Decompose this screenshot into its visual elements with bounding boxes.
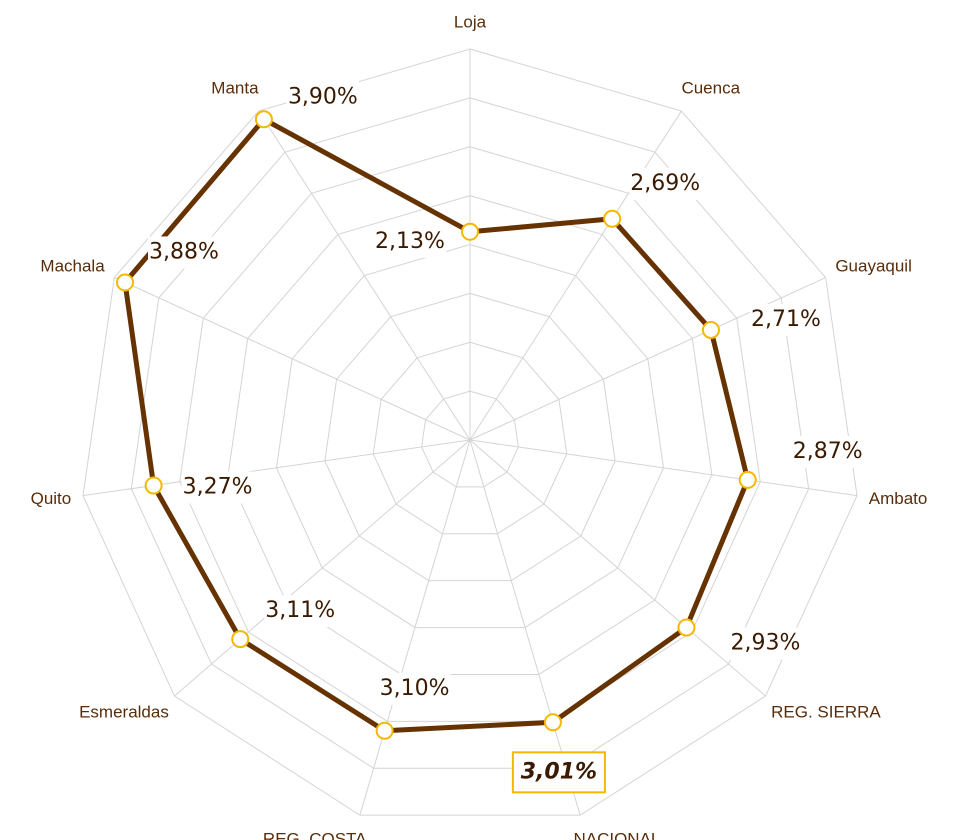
category-label: NACIONAL [573, 830, 660, 840]
marker [231, 630, 250, 649]
category-label: Guayaquil [835, 256, 912, 275]
label-bg [264, 595, 337, 628]
value-label: 3,27% [183, 474, 253, 499]
category-label: Loja [454, 12, 487, 31]
label-bg [378, 672, 451, 705]
marker [375, 721, 394, 740]
marker [116, 273, 135, 292]
grid-ring [179, 146, 761, 722]
grid-ring [372, 341, 568, 535]
category-label: Ambato [869, 489, 928, 508]
label-bg [286, 81, 359, 114]
label-bg [629, 167, 702, 200]
value-label: 3,10% [380, 676, 450, 701]
category-label: Quito [31, 489, 72, 508]
marker [461, 222, 479, 241]
grid-spoke [82, 439, 471, 497]
label-bg [729, 627, 802, 660]
value-label: 3,90% [288, 84, 358, 109]
grid-spoke [469, 439, 858, 497]
label-bg [374, 225, 446, 258]
value-label: 3,88% [149, 239, 219, 264]
value-label: 2,13% [375, 229, 445, 254]
category-label: REG. SIERRA [771, 703, 881, 722]
category-label: Machala [40, 256, 105, 275]
marker [603, 209, 622, 228]
marker [677, 618, 696, 637]
label-bg [791, 435, 864, 468]
label-bg [749, 303, 822, 336]
marker [543, 713, 562, 732]
grid-spoke [114, 277, 471, 441]
grid-spoke [359, 439, 471, 816]
category-label: REG. COSTA [263, 830, 367, 840]
grid-spoke [174, 439, 471, 697]
label-bg [181, 471, 254, 504]
marker [144, 476, 163, 495]
marker [701, 320, 720, 339]
value-label: 2,87% [793, 439, 863, 464]
category-label: Cuenca [681, 79, 740, 98]
value-label: 3,11% [265, 598, 335, 623]
grid-ring [421, 390, 519, 488]
value-label: 2,93% [731, 631, 801, 656]
grid-spoke [258, 110, 471, 441]
grid-spoke [469, 110, 682, 441]
grid-ring [275, 243, 665, 629]
category-label: Manta [211, 79, 259, 98]
value-label: 2,69% [630, 171, 700, 196]
grid-ring [82, 48, 858, 816]
value-label: 3,01% [521, 759, 597, 784]
highlight-box [511, 751, 606, 794]
grid-ring [130, 97, 810, 769]
marker [738, 470, 757, 489]
value-label: 2,71% [751, 307, 821, 332]
grid-ring [227, 195, 713, 675]
marker [254, 110, 273, 129]
category-label: Esmeraldas [79, 703, 169, 722]
label-bg [148, 236, 221, 269]
grid-spoke [469, 439, 766, 697]
grid-ring [324, 292, 616, 582]
